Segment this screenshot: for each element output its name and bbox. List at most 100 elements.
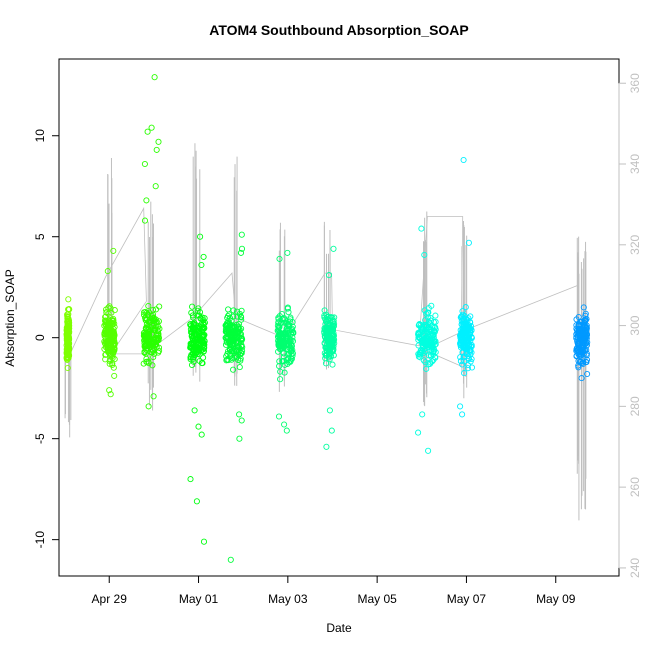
data-point xyxy=(323,348,330,355)
data-point xyxy=(141,329,148,336)
data-point-outlier xyxy=(150,393,157,400)
data-point xyxy=(65,326,72,333)
data-point-outlier xyxy=(578,375,585,382)
y2-tick-label: 340 xyxy=(628,154,642,174)
data-point xyxy=(461,330,468,337)
data-point-outlier xyxy=(419,411,426,418)
data-point xyxy=(468,364,476,371)
data-point xyxy=(195,305,202,312)
data-point xyxy=(111,356,118,363)
data-point xyxy=(192,331,199,338)
data-point xyxy=(106,303,113,310)
data-point xyxy=(103,330,110,338)
data-point xyxy=(193,324,200,331)
data-point xyxy=(142,332,149,340)
data-point xyxy=(151,341,159,348)
data-point xyxy=(578,342,585,349)
data-point xyxy=(283,335,290,342)
y2-tick-label: 320 xyxy=(628,234,642,254)
data-point xyxy=(235,334,242,341)
data-point xyxy=(65,348,72,356)
data-point xyxy=(237,350,245,357)
data-point xyxy=(106,360,113,367)
data-point xyxy=(583,346,590,354)
data-point xyxy=(189,303,196,310)
data-point xyxy=(423,339,430,346)
data-point-outlier xyxy=(580,304,587,311)
data-point-outlier xyxy=(227,556,234,563)
data-point xyxy=(143,358,150,365)
data-point xyxy=(229,354,236,362)
data-point xyxy=(193,339,200,346)
data-point xyxy=(151,350,158,357)
data-point xyxy=(463,318,470,325)
data-point xyxy=(286,345,293,352)
y2-tick-label: 280 xyxy=(628,396,642,416)
data-point xyxy=(188,351,195,358)
data-point xyxy=(431,338,438,345)
data-point xyxy=(287,316,294,323)
data-point xyxy=(274,322,281,329)
data-point xyxy=(460,324,467,331)
data-point xyxy=(236,364,243,371)
data-point-outlier xyxy=(151,74,158,81)
data-point xyxy=(194,325,201,332)
data-point xyxy=(286,327,293,334)
data-point-outlier xyxy=(143,197,150,204)
data-point xyxy=(200,354,207,361)
x-tick-label: May 03 xyxy=(268,592,308,606)
data-point xyxy=(322,344,329,351)
data-point xyxy=(148,312,156,320)
data-point-outlier xyxy=(238,231,245,238)
data-point xyxy=(287,357,294,364)
data-point xyxy=(422,359,429,366)
data-point xyxy=(330,317,337,324)
data-point xyxy=(229,340,237,347)
data-point xyxy=(145,340,152,347)
data-point-outlier xyxy=(284,249,291,256)
data-point xyxy=(326,324,333,331)
data-point xyxy=(110,364,117,371)
data-point xyxy=(200,332,207,339)
data-point-outlier xyxy=(323,443,330,450)
chart-title: ATOM4 Southbound Absorption_SOAP xyxy=(209,22,469,38)
data-point xyxy=(235,323,242,330)
data-point xyxy=(459,361,466,368)
data-point xyxy=(289,350,296,357)
data-point xyxy=(104,344,111,351)
data-point xyxy=(322,360,330,367)
data-point xyxy=(230,366,237,373)
data-point xyxy=(462,304,469,311)
data-point xyxy=(289,323,296,330)
data-point xyxy=(201,325,208,332)
scatter-points xyxy=(63,74,591,563)
data-point xyxy=(196,309,204,316)
data-point xyxy=(106,351,114,359)
data-point xyxy=(430,331,437,339)
data-point-outlier xyxy=(237,249,245,256)
y-tick-label: 0 xyxy=(33,334,47,341)
data-point xyxy=(110,341,117,348)
data-point xyxy=(224,314,231,321)
data-point xyxy=(228,317,235,324)
data-point xyxy=(156,347,163,354)
data-point-outlier xyxy=(460,156,467,164)
data-point xyxy=(102,306,110,313)
y-axis: -10 -5 0 5 10 xyxy=(33,129,60,548)
data-point-outlier xyxy=(106,387,113,394)
data-point xyxy=(321,339,328,346)
data-point xyxy=(109,352,116,359)
data-point xyxy=(235,320,242,328)
data-point xyxy=(276,363,283,370)
data-point xyxy=(280,350,287,357)
data-point xyxy=(283,320,290,327)
data-point xyxy=(276,343,283,350)
data-point xyxy=(194,345,201,352)
data-point-outlier xyxy=(198,431,205,438)
data-point-outlier xyxy=(65,306,72,313)
data-point xyxy=(198,326,205,333)
data-point xyxy=(189,312,196,319)
data-point xyxy=(416,351,423,358)
data-point xyxy=(226,311,233,318)
y-axis-label: Absorption_SOAP xyxy=(3,269,17,366)
